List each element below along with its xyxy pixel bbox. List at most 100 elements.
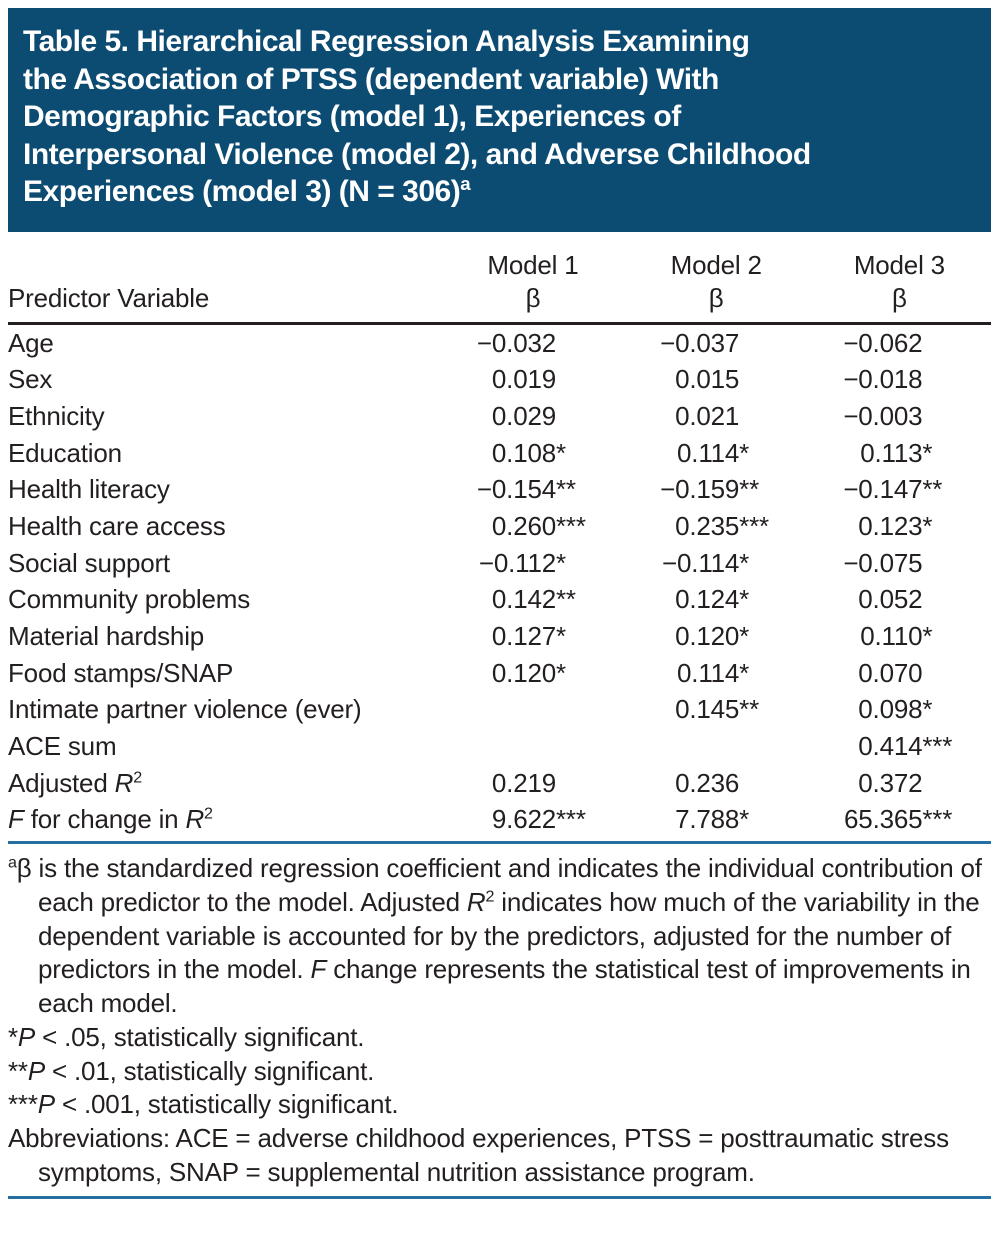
significance-stars: **: [922, 474, 943, 505]
col-header-beta-model-3: β: [807, 280, 991, 325]
beta-value-cell: [441, 728, 624, 765]
table-row: Age −0.032 −0.037 −0.062: [8, 323, 991, 361]
table-title-line: Interpersonal Violence (model 2), and Ad…: [23, 137, 811, 171]
col-header-predictor-variable: Predictor Variable: [8, 280, 442, 325]
beta-header-row: Predictor Variable β β β: [8, 280, 991, 325]
text-segment: Health literacy: [8, 474, 170, 505]
beta-value-cell: −0.032: [441, 323, 624, 361]
beta-value-cell: −0.154**: [441, 471, 624, 508]
table-row: F for change in R2 9.622*** 7.788* 65.365**…: [8, 801, 991, 838]
significance-stars: ***: [739, 510, 769, 541]
text-segment: P: [37, 1089, 55, 1120]
table-row: Adjusted R2 0.219 0.236 0.372: [8, 765, 991, 802]
empty-header-cell: [8, 244, 441, 281]
table-title-banner: Table 5. Hierarchical Regression Analysi…: [8, 8, 991, 232]
predictor-label: Social support: [8, 545, 441, 582]
beta-value-cell: 7.788*: [625, 801, 808, 838]
beta-value: 0.235: [675, 510, 740, 541]
table-row: Food stamps/SNAP 0.120* 0.114* 0.070: [8, 655, 991, 692]
beta-value-cell: 0.015: [625, 361, 808, 398]
beta-value: −0.147: [843, 474, 923, 505]
text-segment: indicates how much of the variability in…: [38, 886, 980, 985]
beta-value-cell: 0.235***: [625, 508, 808, 545]
significance-stars: ***: [555, 510, 586, 541]
table-row: Material hardship 0.127* 0.120* 0.110*: [8, 618, 991, 655]
predictor-label: Food stamps/SNAP: [8, 655, 441, 692]
table-header: Model 1 Model 2 Model 3 Predictor Variab…: [8, 244, 991, 325]
text-segment: Community problems: [8, 584, 251, 615]
beta-value: 9.622: [491, 804, 556, 835]
beta-value: 0.098: [858, 694, 923, 725]
beta-value: 0.110: [860, 620, 923, 651]
footnote: *P < .05, statistically significant.: [8, 1021, 991, 1055]
text-segment: R: [466, 886, 486, 917]
table-bottom-rule: [8, 840, 991, 844]
beta-value-cell: 0.110*: [808, 618, 991, 655]
table-row: Education 0.108* 0.114* 0.113*: [8, 435, 991, 472]
significance-stars: *: [555, 547, 566, 578]
beta-value-cell: 0.113*: [808, 435, 991, 472]
table-title-line: Table 5. Hierarchical Regression Analysi…: [23, 25, 750, 58]
beta-value-cell: 0.127*: [441, 618, 624, 655]
text-segment: R: [185, 804, 205, 835]
beta-value: 0.015: [675, 364, 740, 395]
beta-value: −0.154: [476, 474, 556, 505]
text-segment: Abbreviations: ACE = adverse childhood e…: [8, 1123, 949, 1188]
significance-stars: *: [555, 657, 566, 688]
text-segment: ACE sum: [8, 730, 117, 761]
beta-value: 0.127: [491, 620, 556, 651]
beta-value: 0.414: [858, 730, 923, 761]
beta-value: 0.120: [491, 657, 556, 688]
beta-value-cell: 0.070: [808, 655, 991, 692]
text-segment: β is the standardized regression coeffic…: [16, 852, 982, 917]
significance-stars: *: [739, 437, 750, 468]
table-row: ACE sum 0.414***: [8, 728, 991, 765]
text-segment: < .001, statistically significant.: [54, 1089, 399, 1120]
text-segment: 2: [485, 887, 495, 906]
col-header-model-2: Model 2: [670, 249, 762, 280]
beta-value-cell: −0.159**: [625, 471, 808, 508]
significance-stars: **: [555, 584, 576, 615]
beta-value-cell: −0.062: [808, 323, 991, 361]
predictor-label: ACE sum: [8, 728, 441, 765]
beta-value-cell: 0.145**: [625, 691, 808, 728]
beta-value: −0.062: [843, 327, 923, 358]
beta-value-cell: 9.622***: [441, 801, 624, 838]
table-title-line: Experiences (model 3) (N = 306)a: [23, 173, 471, 208]
significance-stars: **: [739, 694, 760, 725]
predictor-label: Ethnicity: [8, 398, 441, 435]
beta-value: −0.037: [660, 327, 740, 358]
text-segment: change represents the statistical test o…: [38, 954, 971, 1019]
beta-value-cell: 0.123*: [808, 508, 991, 545]
text-segment: Ethnicity: [8, 400, 105, 431]
significance-stars: *: [922, 510, 933, 541]
beta-value-cell: 0.236: [625, 765, 808, 802]
predictor-label: Health care access: [8, 508, 441, 545]
significance-stars: *: [739, 584, 750, 615]
beta-value-cell: 0.120*: [441, 655, 624, 692]
beta-value-cell: −0.114*: [625, 545, 808, 582]
footnote: ***P < .001, statistically significant.: [8, 1088, 991, 1122]
table-row: Health care access 0.260*** 0.235*** 0.123*: [8, 508, 991, 545]
beta-value: 0.123: [858, 510, 923, 541]
significance-stars: *: [739, 804, 750, 835]
significance-stars: *: [739, 620, 750, 651]
text-segment: Sex: [8, 364, 53, 395]
beta-value: 0.070: [858, 657, 923, 688]
model-header-row: Model 1 Model 2 Model 3: [8, 244, 991, 281]
beta-value-cell: 0.120*: [625, 618, 808, 655]
text-segment: a: [8, 853, 17, 872]
table-title-line: the Association of PTSS (dependent varia…: [23, 62, 719, 96]
beta-value-cell: 0.219: [441, 765, 624, 802]
predictor-label: Education: [8, 435, 441, 472]
text-segment: for change in: [23, 804, 186, 835]
beta-value: 0.021: [675, 400, 740, 431]
text-segment: Social support: [8, 547, 170, 578]
beta-value: 0.142: [491, 584, 556, 615]
predictor-label: Community problems: [8, 581, 441, 618]
table-row: Community problems 0.142** 0.124* 0.052: [8, 581, 991, 618]
text-segment: Material hardship: [8, 620, 205, 651]
beta-value: 0.113: [860, 437, 923, 468]
text-segment: 2: [133, 767, 142, 786]
text-segment: Adjusted: [8, 767, 115, 798]
